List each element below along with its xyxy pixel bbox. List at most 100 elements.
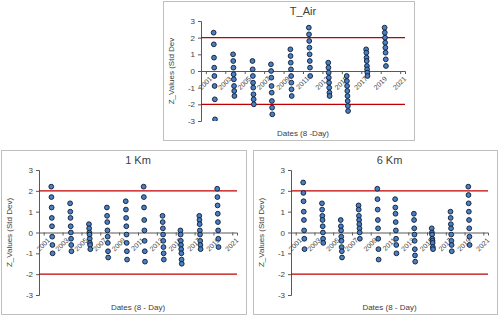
- x-tick-mark: [352, 233, 353, 236]
- y-tick: -3: [188, 117, 201, 126]
- point: [212, 84, 217, 89]
- point: [466, 184, 471, 189]
- point: [393, 197, 398, 202]
- point: [345, 99, 350, 104]
- point: [105, 234, 110, 239]
- x-tick-label: 2003: [54, 236, 70, 252]
- point: [251, 92, 256, 97]
- point: [215, 203, 220, 208]
- point: [50, 251, 55, 256]
- point: [448, 209, 453, 214]
- y-tick: 3: [29, 166, 39, 175]
- point: [467, 226, 472, 231]
- point: [124, 216, 129, 221]
- y-tick-label: 1: [191, 50, 196, 59]
- point: [212, 65, 217, 70]
- y-tick-mark: [36, 253, 39, 254]
- y-tick-mark: [198, 21, 201, 22]
- x-tick-label: 2001: [287, 236, 303, 252]
- x-tick: 2001: [35, 233, 51, 253]
- x-tick-mark: [314, 233, 315, 236]
- point: [376, 226, 381, 231]
- x-tick-mark: [381, 71, 382, 74]
- point: [301, 209, 306, 214]
- y-tick: 1: [191, 50, 201, 59]
- point: [326, 60, 331, 65]
- point: [105, 220, 110, 225]
- x-tick: 2019: [372, 71, 388, 91]
- y-tick-mark: [198, 104, 201, 105]
- point: [69, 249, 74, 254]
- x-tick-mark: [206, 71, 207, 74]
- point: [50, 234, 55, 239]
- y-tick-label: 0: [281, 229, 286, 238]
- point: [466, 193, 471, 198]
- plot-area: -3-2-10123200120032005200720092011201320…: [188, 17, 408, 126]
- point: [142, 238, 147, 243]
- point: [326, 70, 331, 75]
- y-tick: 2: [281, 187, 291, 196]
- x-tick: 2003: [217, 71, 233, 91]
- point: [288, 54, 293, 59]
- x-tick-mark: [157, 233, 158, 236]
- x-tick-label: 2021: [392, 75, 408, 91]
- point: [376, 236, 381, 241]
- y-tick: 0: [281, 229, 291, 238]
- point: [413, 253, 418, 258]
- point: [375, 207, 380, 212]
- y-tick: 1: [281, 208, 291, 217]
- reference-line: [201, 104, 405, 105]
- point: [411, 211, 416, 216]
- point: [289, 80, 294, 85]
- reference-line: [291, 274, 488, 275]
- x-tick-mark: [322, 71, 323, 74]
- point: [339, 249, 344, 254]
- point: [320, 207, 325, 212]
- y-tick-label: -2: [188, 100, 196, 109]
- y-tick-label: -1: [278, 249, 286, 258]
- x-tick-label: 2015: [167, 236, 183, 252]
- x-tick: 2003: [306, 233, 322, 253]
- point: [327, 94, 332, 99]
- y-tick-mark: [36, 212, 39, 213]
- point: [231, 59, 236, 64]
- y-tick-label: -3: [278, 291, 286, 300]
- point: [301, 191, 306, 196]
- chart-title: 6 Km: [377, 154, 403, 166]
- x-tick-mark: [296, 233, 297, 236]
- point: [308, 74, 313, 79]
- y-axis-line: [36, 171, 40, 296]
- point: [270, 112, 275, 117]
- x-tick-label: 2001: [197, 75, 213, 91]
- x-tick-mark: [100, 233, 101, 236]
- x-tick: 2005: [73, 233, 89, 253]
- point: [375, 186, 380, 191]
- point: [467, 243, 472, 248]
- point: [68, 201, 73, 206]
- point: [179, 251, 184, 256]
- y-tick-label: 0: [29, 229, 34, 238]
- point: [356, 207, 361, 212]
- x-tick-mark: [44, 233, 45, 236]
- point: [68, 209, 73, 214]
- point: [104, 205, 109, 210]
- point: [123, 199, 128, 204]
- point: [357, 230, 362, 235]
- y-tick-mark: [36, 170, 39, 171]
- y-tick-label: -3: [188, 117, 196, 126]
- y-tick-mark: [288, 170, 291, 171]
- point: [88, 247, 93, 252]
- point: [449, 226, 454, 231]
- point: [320, 201, 325, 206]
- x-tick: 2019: [205, 233, 221, 253]
- point: [68, 216, 73, 221]
- x-tick-mark: [361, 71, 362, 74]
- point: [382, 30, 387, 35]
- point: [142, 228, 147, 233]
- point: [338, 218, 343, 223]
- point: [320, 224, 325, 229]
- y-tick: -2: [26, 270, 39, 279]
- point: [345, 104, 350, 109]
- point: [288, 60, 293, 65]
- x-tick-mark: [264, 71, 265, 74]
